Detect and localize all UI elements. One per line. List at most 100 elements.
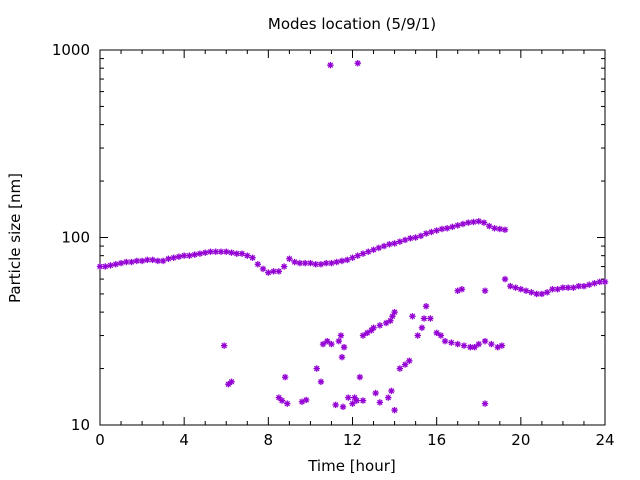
data-point <box>486 222 493 230</box>
data-point <box>414 332 421 339</box>
data-point <box>275 268 283 275</box>
data-point <box>191 251 198 258</box>
data-point <box>351 394 358 401</box>
data-point <box>339 403 347 411</box>
axis-ticks <box>99 49 606 426</box>
data-point <box>354 252 361 259</box>
data-point <box>522 287 530 294</box>
data-point <box>498 342 506 349</box>
data-point <box>481 400 489 407</box>
data-point <box>501 275 509 283</box>
data-point <box>328 340 335 348</box>
data-point <box>570 284 577 291</box>
chart-title: Modes location (5/9/1) <box>268 15 436 33</box>
data-point <box>259 265 267 273</box>
data-point <box>365 248 372 255</box>
data-point <box>359 397 367 404</box>
data-point <box>465 219 472 226</box>
x-tick-label: 24 <box>595 431 614 449</box>
data-point <box>364 329 371 337</box>
data-point <box>382 319 390 327</box>
plot-frame <box>99 49 606 426</box>
data-point <box>433 227 440 234</box>
data-point <box>278 397 286 404</box>
data-point <box>564 284 572 291</box>
data-point <box>356 373 364 381</box>
data-point <box>441 337 449 345</box>
data-point <box>386 241 393 248</box>
data-point <box>133 257 141 265</box>
data-point <box>396 238 404 245</box>
data-point <box>496 225 503 233</box>
data-point <box>422 230 430 237</box>
data-point <box>359 250 367 257</box>
data-point <box>286 255 293 262</box>
data-point <box>317 378 325 385</box>
data-point <box>175 253 183 260</box>
data-point <box>338 353 346 361</box>
data-point <box>349 254 356 261</box>
y-axis-label: Particle size [nm] <box>6 173 24 303</box>
x-tick-label: 8 <box>264 431 274 449</box>
data-point <box>401 236 409 244</box>
data-point <box>291 258 298 266</box>
data-point <box>372 389 379 397</box>
data-point <box>165 255 172 262</box>
data-point <box>307 259 314 267</box>
x-tick-label: 12 <box>343 431 362 449</box>
data-point <box>376 399 384 406</box>
data-point <box>359 332 367 339</box>
data-point <box>420 315 428 322</box>
data-point <box>327 61 334 69</box>
data-point <box>601 278 609 286</box>
data-point <box>196 250 204 257</box>
data-point <box>554 285 561 293</box>
data-point <box>475 340 482 348</box>
data-point <box>254 261 262 268</box>
data-point <box>449 223 456 231</box>
data-point <box>349 400 356 407</box>
data-point <box>380 242 388 250</box>
data-point <box>543 289 551 296</box>
data-point <box>149 256 156 264</box>
data-point <box>284 400 291 407</box>
data-point <box>337 332 345 339</box>
data-point <box>354 60 361 67</box>
x-axis-label: Time [hour] <box>307 457 396 475</box>
data-point <box>491 225 498 232</box>
data-point <box>340 343 348 351</box>
data-point <box>128 258 135 266</box>
data-point <box>438 225 446 233</box>
data-point <box>460 342 468 349</box>
data-point <box>376 322 384 329</box>
data-point <box>458 285 466 293</box>
data-point <box>281 373 289 381</box>
data-point <box>418 324 426 331</box>
data-point <box>303 396 310 404</box>
x-tick-label: 16 <box>427 431 446 449</box>
data-point <box>417 232 425 240</box>
data-point <box>385 394 392 401</box>
data-point <box>333 258 340 266</box>
y-tick-labels: 10 100 1000 <box>52 41 90 434</box>
data-point <box>454 340 461 348</box>
data-point <box>280 263 288 270</box>
data-point <box>475 218 482 225</box>
data-point <box>448 339 455 346</box>
data-point <box>338 257 346 265</box>
data-point <box>244 252 251 259</box>
data-point <box>471 343 478 351</box>
y-tick-label: 1000 <box>52 41 90 59</box>
data-point <box>238 250 246 257</box>
data-point <box>324 337 331 345</box>
x-tick-labels: 0 4 8 12 16 20 24 <box>95 431 614 449</box>
data-point <box>228 249 235 256</box>
data-point <box>575 282 582 290</box>
data-point <box>388 387 395 395</box>
data-point <box>591 280 598 287</box>
data-point <box>422 303 430 310</box>
data-point <box>480 219 488 226</box>
data-point <box>481 337 489 345</box>
data-point <box>344 256 351 264</box>
data-point <box>391 240 398 247</box>
